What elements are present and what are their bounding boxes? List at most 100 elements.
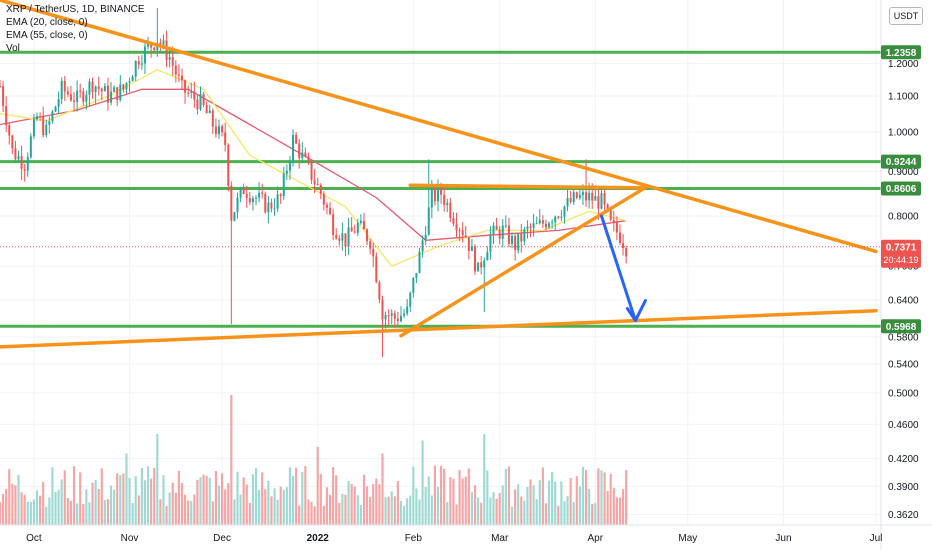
candle-body [446,202,449,205]
volume-bar [159,499,162,525]
volume-bar [578,486,581,525]
volume-bar [452,478,455,525]
volume-bar [97,488,100,525]
candle-body [106,86,109,103]
candle-body [91,81,94,93]
volume-bar [492,492,495,525]
volume-bar [5,488,8,525]
candle-body [63,80,66,92]
currency-button[interactable]: USDT [889,7,923,25]
volume-bar [365,486,369,525]
candle-body [150,43,153,48]
volume-bar [335,475,338,525]
candle-body [585,192,588,201]
volume-bar [258,490,261,525]
volume-bar [455,504,458,525]
volume-bar [399,501,403,525]
volume-bar [183,494,187,525]
x-tick-label: Nov [121,533,139,544]
candle-body [406,306,409,314]
current-price-box [881,239,921,268]
candle-body [187,92,190,94]
candle-body [236,197,239,213]
volume-bar [57,490,60,525]
volume-bar [359,505,362,525]
volume-bar [402,505,406,525]
volume-legend[interactable]: Vol [6,43,20,54]
trend-line [0,0,878,254]
volume-bar [295,467,298,525]
candle-body [258,192,261,198]
symbol-title[interactable]: XRP / TetherUS, 1D, BINANCE [6,4,145,15]
volume-bar [424,487,427,525]
volume-bar [514,489,517,525]
candle-body [285,170,288,174]
candle-body [338,238,341,241]
volume-bar [554,481,557,525]
candle-body [362,220,365,230]
candle-body [45,124,48,135]
chart-legend: XRP / TetherUS, 1D, BINANCE EMA (20, clo… [6,3,145,55]
volume-bar [575,476,578,525]
candle-body [279,194,282,197]
candle-body [588,192,591,201]
candle-body [622,242,625,248]
volume-bar [146,466,150,525]
candle-body [600,193,603,209]
candle-body [332,214,335,236]
volume-bar [480,502,483,525]
candle-body [424,234,427,241]
volume-bar [415,488,418,525]
volume-bar [79,472,82,525]
candle-body [421,240,424,252]
volume-bar [42,482,45,525]
candle-body [325,204,328,208]
candle-body [597,196,600,209]
y-tick-label: 0.9000 [888,167,919,178]
volume-bar [535,499,538,525]
candle-body [366,229,369,242]
volume-bar [162,475,165,525]
candle-body [507,225,510,244]
candle-body [153,47,156,50]
candle-body [554,216,557,223]
volume-bar [406,498,409,525]
y-tick-label: 1.0000 [888,127,919,138]
candle-body [436,187,440,202]
volume-bar [313,506,316,525]
volume-bar [291,476,295,525]
y-tick-label: 0.3620 [888,510,919,521]
candle-body [591,192,594,201]
ema20-legend[interactable]: EMA (20, close, 0) [6,17,88,28]
volume-bar [245,484,248,525]
candle-body [174,65,177,75]
candle-body [94,86,97,93]
volume-bar [254,468,258,525]
candle-body [566,198,569,207]
candle-body [140,63,143,65]
candle-body [415,273,418,278]
candle-body [329,207,332,215]
volume-bar [446,502,449,525]
candle-body [264,193,267,213]
candle-body [23,168,26,171]
candle-body [143,46,146,64]
candle-body [42,116,45,135]
candle-body [110,91,113,103]
volume-bar [276,499,279,525]
volume-bar [109,485,113,525]
volume-bar [165,505,168,525]
candle-body [147,43,150,47]
volume-bar [458,469,461,525]
candle-body [128,81,131,83]
candle-body [467,237,470,252]
ema55-legend[interactable]: EMA (55, close, 0) [6,30,88,41]
candle-body [557,216,560,218]
volume-bar [150,478,153,525]
candle-body [217,126,221,135]
x-tick-label: Feb [405,533,423,544]
volume-bar [66,497,69,525]
volume-bar [328,494,332,525]
y-tick-label: 0.4600 [888,420,919,431]
